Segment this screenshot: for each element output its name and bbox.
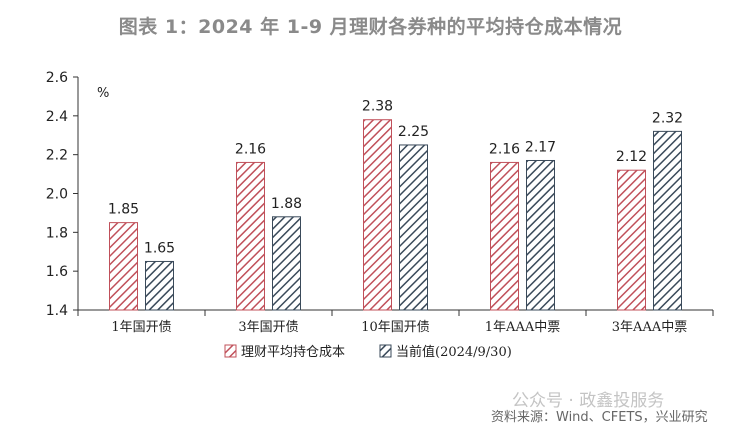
legend-label-avg-cost: 理财平均持仓成本 [241, 345, 345, 360]
x-category-label: 3年AAA中票 [612, 320, 687, 335]
x-category-label: 1年AAA中票 [485, 320, 560, 335]
y-tick-label: 2.4 [46, 109, 68, 125]
x-category-label: 1年国开债 [111, 320, 171, 335]
legend: 理财平均持仓成本 当前值(2024/9/30) [224, 344, 512, 360]
x-category-label: 3年国开债 [238, 320, 298, 335]
y-unit-label: % [97, 86, 109, 101]
watermark: 公众号 · 政鑫投服务 [512, 391, 665, 411]
bar-avg-cost [109, 222, 138, 311]
data-label: 2.32 [652, 110, 683, 126]
data-label: 1.65 [144, 240, 175, 256]
x-category-label: 10年国开债 [361, 320, 430, 335]
data-label: 2.16 [489, 141, 520, 157]
bars [109, 119, 682, 311]
legend-swatch-avg-cost [224, 344, 237, 358]
y-tick-label: 2.0 [46, 187, 68, 203]
bar-current [145, 260, 174, 311]
bar-avg-cost [617, 169, 646, 311]
bar-current [272, 216, 301, 311]
source-note: 资料来源：Wind、CFETS，兴业研究 [491, 410, 708, 425]
y-tick-label: 1.8 [46, 225, 68, 241]
data-label: 1.85 [108, 202, 139, 218]
data-label: 2.12 [616, 149, 647, 165]
axes: 1.4 1.6 1.8 2.0 2.2 2.4 2.6 1年国开债 3年国开债 10年国开债 1年A… [46, 70, 714, 335]
data-label: 1.88 [271, 196, 302, 212]
data-labels: 1.85 1.65 2.16 1.88 2.38 2.25 2.16 2.17 2.12 2.32 [108, 99, 683, 257]
y-tick-label: 1.4 [46, 303, 68, 319]
bar-current [653, 130, 682, 311]
data-label: 2.25 [398, 124, 429, 140]
data-label: 2.16 [235, 141, 266, 157]
chart-title: 图表 1：2024 年 1-9 月理财各券种的平均持仓成本情况 [118, 16, 623, 38]
data-label: 2.17 [525, 139, 556, 155]
legend-label-current: 当前值(2024/9/30) [396, 344, 512, 360]
bar-avg-cost [490, 161, 519, 311]
legend-swatch-current [379, 344, 392, 358]
bar-avg-cost [363, 119, 392, 311]
bar-current [526, 159, 555, 311]
bar-current [399, 144, 428, 311]
data-label: 2.38 [362, 99, 393, 115]
y-tick-label: 2.2 [46, 148, 68, 164]
bar-avg-cost [236, 161, 265, 311]
y-tick-label: 2.6 [46, 70, 68, 86]
y-tick-label: 1.6 [46, 264, 68, 280]
